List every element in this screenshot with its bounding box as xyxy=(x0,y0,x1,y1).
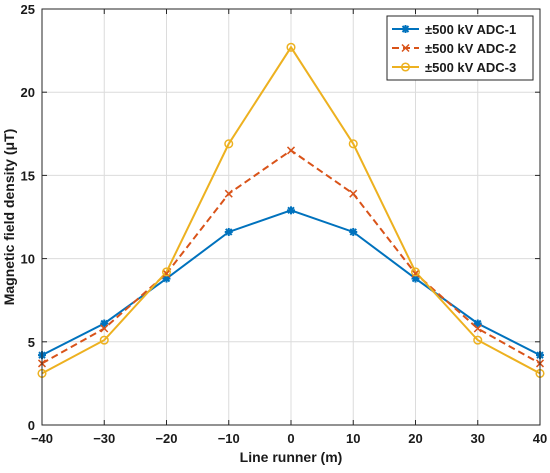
data-point-series-1 xyxy=(224,227,233,236)
y-tick-label: 10 xyxy=(21,252,35,267)
data-point-series-3 xyxy=(224,139,234,149)
data-point-series-3 xyxy=(161,267,172,277)
y-tick-label: 0 xyxy=(28,418,35,433)
legend-item-3: ±500 kV ADC-3 xyxy=(392,60,516,75)
legend-label: ±500 kV ADC-1 xyxy=(425,22,516,37)
legend-box xyxy=(386,15,534,81)
data-point-series-2 xyxy=(100,324,109,333)
y-axis-title: Magnetic field density (μT) xyxy=(1,129,17,306)
data-point-series-1 xyxy=(349,227,358,236)
series-line-3 xyxy=(41,45,541,375)
x-tick-label: 40 xyxy=(533,431,547,446)
data-point-series-1 xyxy=(287,206,295,215)
x-axis-title: Line runner (m) xyxy=(240,449,343,465)
data-point-series-2 xyxy=(286,146,296,155)
x-tick-label: −10 xyxy=(218,431,240,446)
legend-label: ±500 kV ADC-2 xyxy=(425,41,516,56)
y-tick-label: 20 xyxy=(21,85,35,100)
x-tick-label: −40 xyxy=(31,431,53,446)
data-point-series-2 xyxy=(473,324,482,333)
data-point-series-2 xyxy=(162,269,171,278)
x-tick-label: 10 xyxy=(346,431,360,446)
axis-ticks: −40 −30 −20 −10 0 10 20 30 40 0 5 10 15 20 25 xyxy=(21,2,548,446)
data-point-series-3 xyxy=(99,335,109,345)
data-point-series-2 xyxy=(224,189,233,198)
legend-item-1: ±500 kV ADC-1 xyxy=(392,22,516,37)
x-tick-label: 30 xyxy=(471,431,485,446)
y-tick-label: 5 xyxy=(28,335,35,350)
data-point-series-3 xyxy=(348,139,358,149)
x-tick-label: 0 xyxy=(287,431,294,446)
x-tick-label: −30 xyxy=(93,431,115,446)
x-tick-label: 20 xyxy=(408,431,422,446)
y-tick-label: 15 xyxy=(21,168,35,183)
legend-marker xyxy=(401,25,410,33)
x-tick-label: −20 xyxy=(155,431,177,446)
data-point-series-2 xyxy=(411,269,420,278)
legend-marker xyxy=(400,62,411,72)
y-tick-label: 25 xyxy=(21,2,35,17)
legend-item-2: ±500 kV ADC-2 xyxy=(392,41,516,56)
data-point-series-2 xyxy=(349,189,358,198)
data-point-series-3 xyxy=(473,335,483,345)
data-point-series-3 xyxy=(286,42,296,52)
legend-label: ±500 kV ADC-3 xyxy=(425,60,516,75)
data-point-series-3 xyxy=(410,267,421,277)
legend: ±500 kV ADC-1 ±500 kV ADC-2 ±500 kV ADC-3 xyxy=(386,15,534,81)
legend-marker xyxy=(401,43,410,53)
